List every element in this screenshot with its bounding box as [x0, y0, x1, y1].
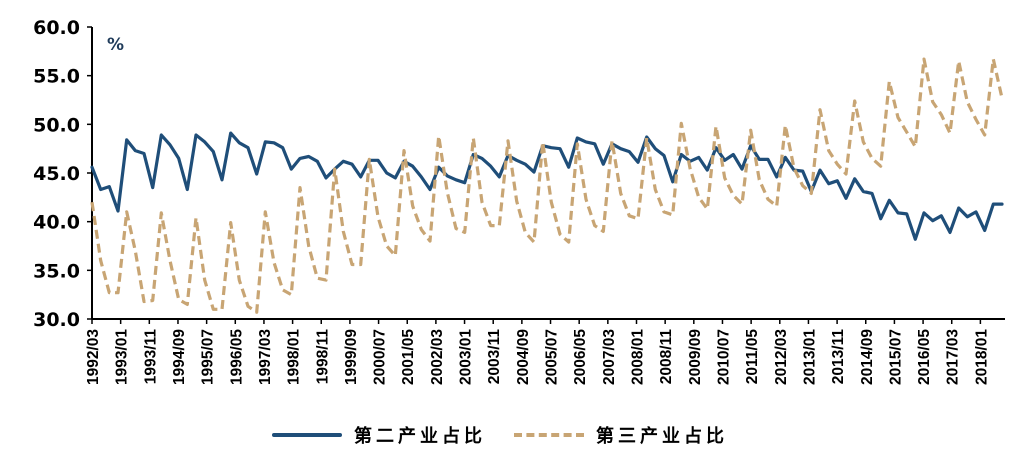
x-tick-label: 2013/01: [801, 329, 818, 385]
x-tick-label: 1992/03: [85, 329, 102, 385]
x-tick-label: 2010/07: [715, 329, 732, 385]
x-tick-label: 1993/11: [142, 329, 159, 385]
y-tick-label: 60.0: [33, 17, 80, 39]
x-tick-label: 1997/03: [257, 329, 274, 385]
x-tick-label: 2017/03: [945, 329, 962, 385]
x-tick-label: 2002/03: [429, 329, 446, 385]
x-tick-label: 2018/01: [973, 329, 990, 385]
x-tick-label: 2015/07: [887, 329, 904, 385]
y-tick-label: 40.0: [33, 212, 80, 234]
x-tick-label: 2007/03: [601, 329, 618, 385]
unit-label: %: [107, 35, 124, 55]
solid-line-swatch-icon: [272, 433, 342, 437]
x-tick-label: 2008/11: [658, 329, 675, 385]
legend-item-secondary-industry: 第二产业占比: [272, 422, 486, 448]
x-tick-label: 2008/01: [629, 329, 646, 385]
y-tick-label: 30.0: [33, 309, 80, 331]
x-tick-label: 2001/05: [400, 329, 417, 385]
x-tick-label: 1994/09: [171, 329, 188, 385]
x-tick-label: 2003/01: [458, 329, 475, 385]
x-tick-label: 2009/09: [687, 329, 704, 385]
legend-label: 第二产业占比: [354, 426, 486, 447]
legend: 第二产业占比 第三产业占比: [272, 420, 728, 450]
x-tick-label: 2016/05: [916, 329, 933, 385]
y-tick-label: 50.0: [33, 114, 80, 136]
x-tick-label: 2005/07: [544, 329, 561, 385]
x-tick-label: 1999/09: [343, 329, 360, 385]
x-tick-label: 1993/01: [114, 329, 131, 385]
line-chart: 60.0 55.0 50.0 45.0 40.0 35.0 30.0 1992/03 1993…: [33, 17, 1005, 385]
x-tick-label: 2000/07: [372, 329, 389, 385]
x-tick-label: 1995/07: [200, 329, 217, 385]
y-tick-label: 45.0: [33, 163, 80, 185]
dashed-line-swatch-icon: [514, 433, 584, 437]
x-tick-label: 2006/05: [572, 329, 589, 385]
x-tick-label: 1998/11: [314, 329, 331, 385]
x-tick-label: 2013/11: [830, 329, 847, 385]
x-tick-label: 1998/01: [286, 329, 303, 385]
secondary-industry-line: [90, 131, 1004, 241]
legend-item-tertiary-industry: 第三产业占比: [514, 422, 728, 448]
y-tick-label: 35.0: [33, 260, 80, 282]
y-axis: 60.0 55.0 50.0 45.0 40.0 35.0 30.0: [33, 17, 93, 331]
series-layer: [90, 57, 1004, 314]
y-tick-label: 55.0: [33, 66, 80, 88]
x-tick-label: 2012/03: [773, 329, 790, 385]
tertiary-industry-line: [90, 57, 1004, 314]
legend-label: 第三产业占比: [596, 426, 728, 447]
x-tick-label: 2004/09: [515, 329, 532, 385]
x-tick-label: 2014/09: [859, 329, 876, 385]
x-tick-label: 2003/11: [486, 329, 503, 385]
x-tick-label: 2011/05: [744, 329, 761, 385]
x-axis: 1992/03 1993/01 1993/11 1994/09 1995/07 1996/…: [85, 318, 1005, 385]
x-tick-label: 1996/05: [228, 329, 245, 385]
